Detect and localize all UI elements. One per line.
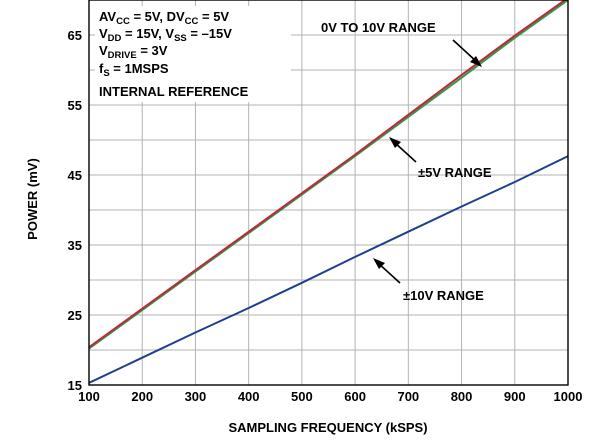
tick-labels: 100 200 300 400 500 600 700 800 900 1000 15 25 35 45 5… <box>68 28 583 404</box>
annotation-range-pm5: ±5V RANGE <box>389 137 492 180</box>
annotation-range-pm10: ±10V RANGE <box>373 258 484 303</box>
y-tick-label: 45 <box>68 168 82 183</box>
x-axis-title: SAMPLING FREQUENCY (kSPS) <box>228 420 427 435</box>
series-line-0v-to-10v-range <box>89 0 567 349</box>
x-tick-label: 700 <box>397 389 419 404</box>
plot-frame <box>88 0 569 386</box>
condition-sampling-rate: fS = 1MSPS <box>99 61 169 79</box>
condition-supply-vdd-vss: VDD = 15V, VSS = –15V <box>99 26 232 44</box>
y-tick-label: 65 <box>68 28 82 43</box>
series-line-10v-range <box>89 155 568 384</box>
condition-supply-av-dv: AVCC = 5V, DVCC = 5V <box>99 9 229 27</box>
condition-vdrive: VDRIVE = 3V <box>99 43 168 61</box>
series-lines <box>89 0 568 384</box>
y-tick-label: 15 <box>68 378 82 393</box>
y-tick-label: 55 <box>68 98 82 113</box>
condition-reference: INTERNAL REFERENCE <box>99 84 249 99</box>
x-tick-label: 300 <box>185 389 207 404</box>
series-line-5v-range <box>89 0 568 350</box>
annotation-range-0-10: 0V TO 10V RANGE <box>321 20 482 67</box>
x-tick-label: 400 <box>238 389 260 404</box>
y-tick-label: 25 <box>68 308 82 323</box>
test-conditions: AVCC = 5V, DVCC = 5V VDD = 15V, VSS = –1… <box>95 6 291 102</box>
x-tick-label: 1000 <box>554 389 583 404</box>
annotation-arrowhead-0-10 <box>470 56 482 67</box>
y-tick-label: 35 <box>68 238 82 253</box>
annotation-label-0-10: 0V TO 10V RANGE <box>321 20 436 35</box>
x-tick-label: 500 <box>291 389 313 404</box>
annotation-label-pm5: ±5V RANGE <box>418 165 492 180</box>
annotation-arrowhead-pm10 <box>373 258 385 269</box>
x-tick-label: 900 <box>504 389 526 404</box>
annotation-label-pm10: ±10V RANGE <box>403 288 484 303</box>
x-tick-label: 600 <box>344 389 366 404</box>
annotation-arrow-shaft-0-10 <box>452 39 478 63</box>
x-tick-label: 100 <box>78 389 100 404</box>
annotation-arrowhead-pm5 <box>389 137 401 148</box>
x-tick-label: 200 <box>131 389 153 404</box>
x-tick-label: 800 <box>451 389 473 404</box>
y-axis-title: POWER (mV) <box>25 158 40 240</box>
conditions-background <box>95 6 291 102</box>
